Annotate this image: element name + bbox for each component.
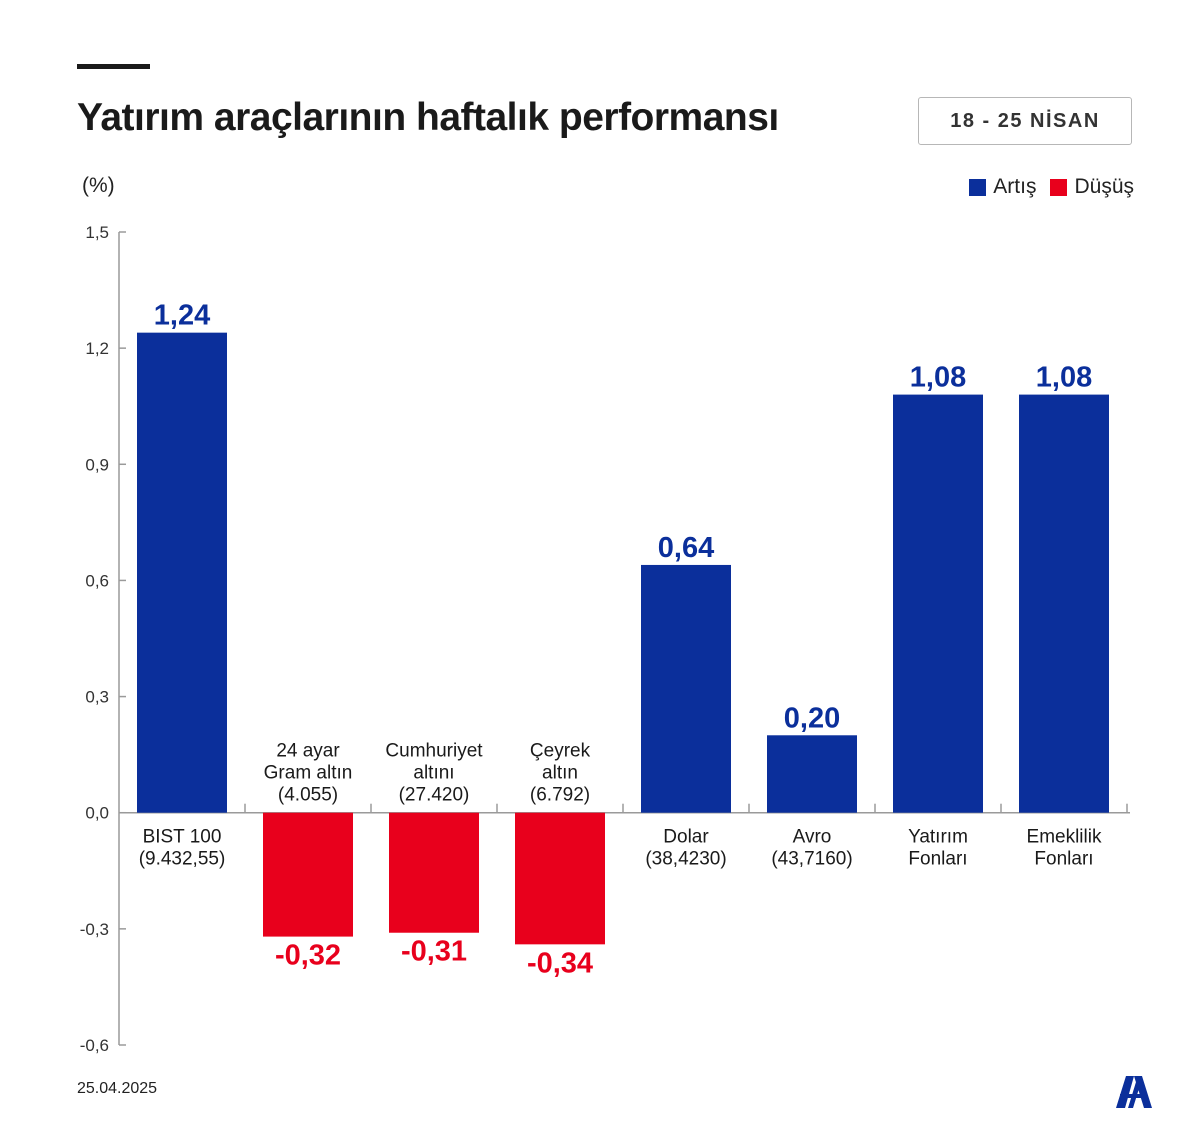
y-tick-label: -0,3: [80, 920, 109, 939]
category-label: (9.432,55): [139, 849, 226, 870]
bar: [767, 735, 857, 813]
category-label: Avro: [793, 827, 832, 848]
y-tick-label: 0,3: [85, 688, 109, 707]
category-label: (6.792): [530, 785, 590, 806]
legend-swatch-increase: [969, 178, 987, 196]
data-label: 1,08: [1036, 362, 1092, 394]
data-label: -0,31: [401, 936, 467, 968]
y-axis-unit: (%): [82, 174, 115, 197]
legend-item-decrease: Düşüş: [1050, 175, 1134, 199]
legend-label-increase: Artış: [993, 175, 1037, 198]
title-rule: [77, 64, 150, 69]
data-label: 1,08: [910, 362, 966, 394]
bar: [515, 812, 605, 945]
y-tick-label: 0,9: [85, 455, 109, 474]
category-label: Fonları: [908, 849, 967, 870]
category-label: (38,4230): [645, 849, 726, 870]
y-tick-label: 1,5: [85, 223, 109, 242]
legend-label-decrease: Düşüş: [1074, 175, 1134, 198]
data-label: 1,24: [154, 300, 210, 332]
category-label: Cumhuriyet: [385, 741, 483, 762]
legend-item-increase: Artış: [969, 175, 1036, 199]
category-label: altın: [542, 763, 578, 784]
y-tick-label: 0,0: [85, 804, 109, 823]
category-label: 24 ayar: [276, 741, 340, 762]
legend-swatch-decrease: [1050, 178, 1068, 196]
y-tick-label: 0,6: [85, 571, 109, 590]
category-label: BIST 100: [143, 827, 222, 848]
category-label: Emeklilik: [1027, 827, 1102, 848]
category-label: Gram altın: [264, 763, 353, 784]
legend: Artış Düşüş: [969, 175, 1134, 199]
category-label: Fonları: [1034, 849, 1093, 870]
bar: [389, 812, 479, 933]
bar: [893, 394, 983, 813]
footer-date: 25.04.2025: [77, 1080, 158, 1097]
date-range-badge: 18 - 25 NİSAN: [918, 97, 1132, 145]
chart-title: Yatırım araçlarının haftalık performansı: [77, 96, 779, 139]
agency-logo-icon: [1116, 1076, 1152, 1108]
data-label: 0,20: [784, 702, 840, 734]
bar: [263, 812, 353, 937]
category-label: altını: [413, 763, 454, 784]
data-label: -0,32: [275, 940, 341, 972]
category-label: (43,7160): [771, 849, 852, 870]
category-label: (27.420): [399, 785, 470, 806]
bar: [641, 564, 731, 813]
category-label: (4.055): [278, 785, 338, 806]
y-tick-label: 1,2: [85, 339, 109, 358]
data-label: -0,34: [527, 947, 593, 979]
y-tick-label: -0,6: [80, 1036, 109, 1055]
bar: [1019, 394, 1109, 813]
data-label: 0,64: [658, 532, 714, 564]
category-label: Yatırım: [908, 827, 968, 848]
bar: [137, 332, 227, 813]
category-label: Çeyrek: [530, 741, 591, 762]
category-label: Dolar: [663, 827, 709, 848]
